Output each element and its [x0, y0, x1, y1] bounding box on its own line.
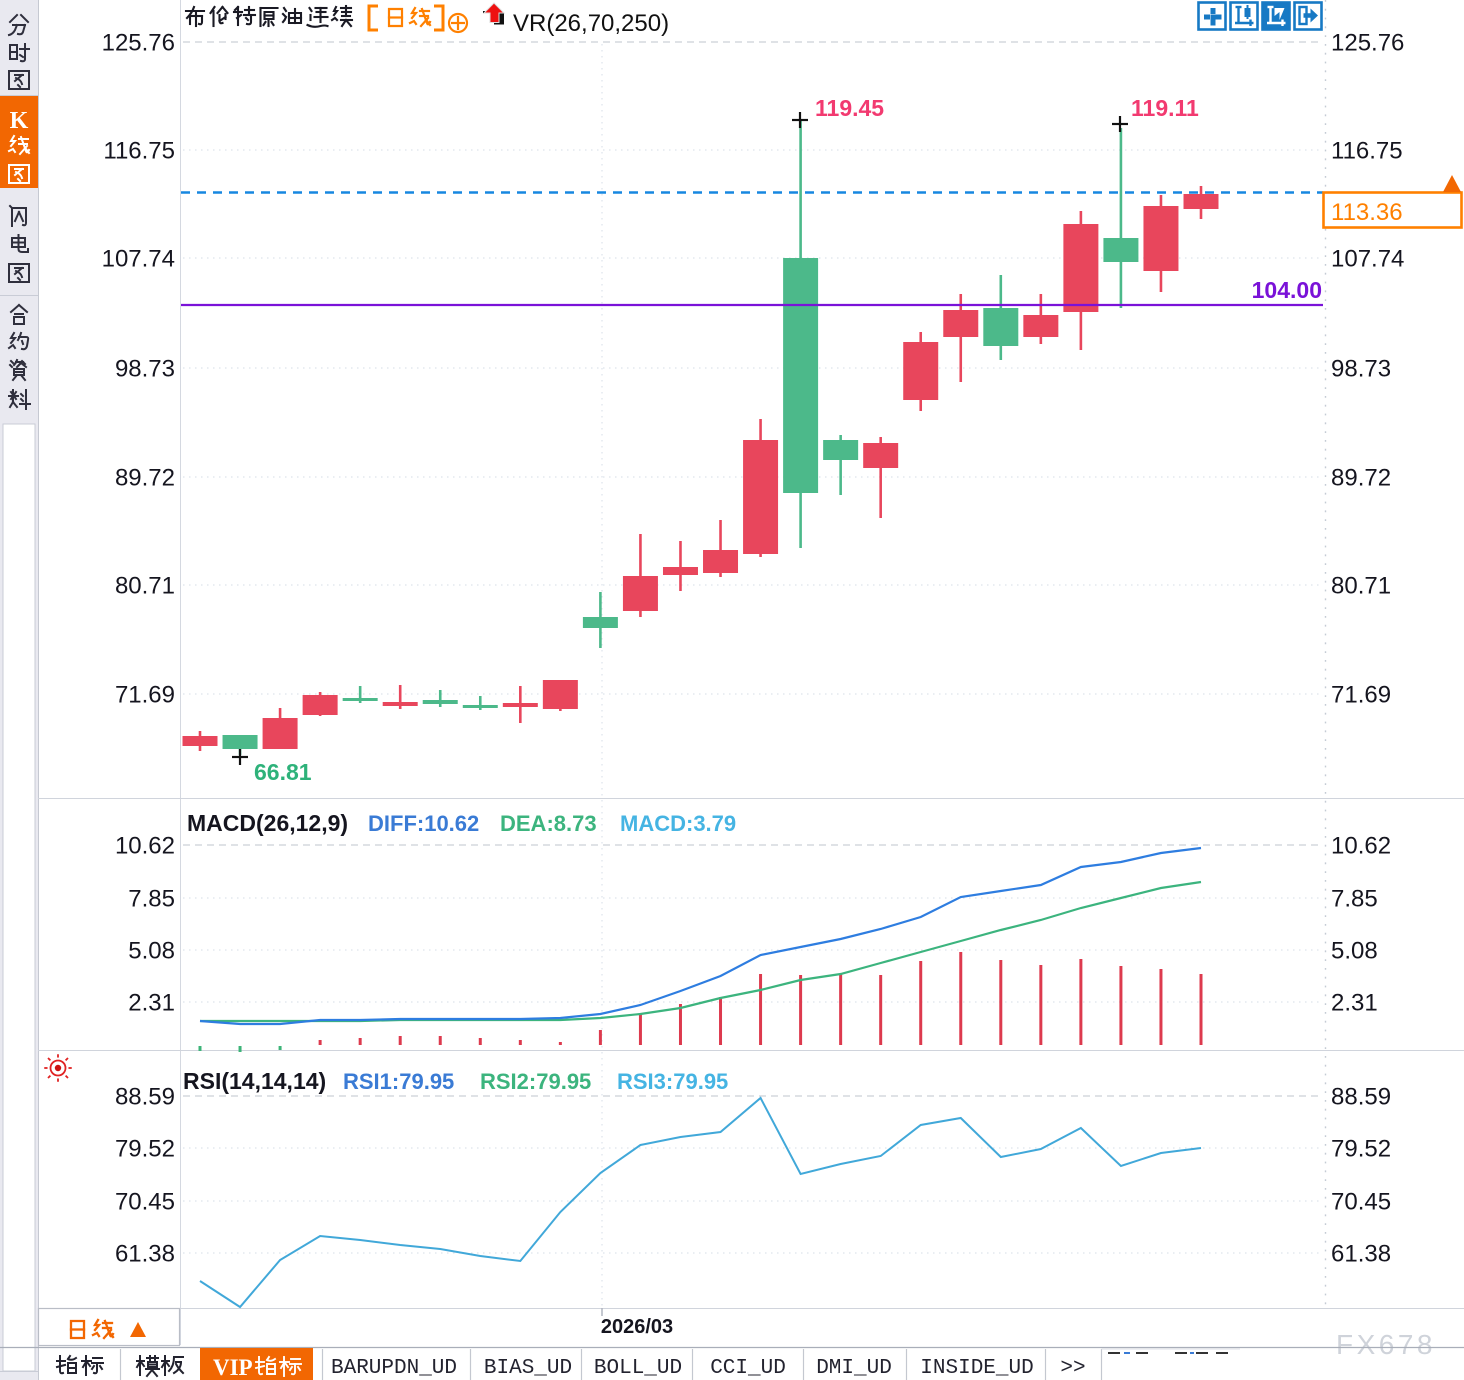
svg-text:61.38: 61.38: [1331, 1241, 1391, 1268]
svg-text:10.62: 10.62: [1331, 833, 1391, 860]
svg-text:VIP: VIP: [213, 1355, 253, 1380]
svg-text:80.71: 80.71: [1331, 573, 1391, 600]
svg-text:VR(26,70,250): VR(26,70,250): [513, 10, 669, 37]
svg-text:>>: >>: [1060, 1357, 1085, 1380]
svg-text:RSI2:79.95: RSI2:79.95: [480, 1069, 591, 1094]
svg-text:7.85: 7.85: [1331, 886, 1378, 913]
svg-text:79.52: 79.52: [115, 1136, 175, 1163]
svg-text:98.73: 98.73: [115, 356, 175, 383]
svg-text:116.75: 116.75: [1331, 138, 1403, 165]
svg-text:FX678: FX678: [1336, 1329, 1436, 1360]
svg-text:2.31: 2.31: [1331, 990, 1378, 1017]
svg-text:INSIDE_UD: INSIDE_UD: [920, 1357, 1033, 1380]
svg-text:107.74: 107.74: [102, 246, 175, 273]
svg-text:125.76: 125.76: [102, 30, 175, 57]
svg-text:80.71: 80.71: [115, 573, 175, 600]
svg-text:89.72: 89.72: [115, 465, 175, 492]
svg-text:71.69: 71.69: [115, 682, 175, 709]
svg-text:RSI(14,14,14): RSI(14,14,14): [183, 1068, 326, 1094]
svg-text:CCI_UD: CCI_UD: [710, 1357, 786, 1380]
svg-text:DIFF:10.62: DIFF:10.62: [368, 811, 479, 836]
svg-text:119.45: 119.45: [815, 95, 884, 121]
svg-text:MACD:3.79: MACD:3.79: [620, 811, 736, 836]
svg-text:BARUPDN_UD: BARUPDN_UD: [331, 1357, 457, 1380]
svg-text:5.08: 5.08: [128, 938, 175, 965]
svg-text:DEA:8.73: DEA:8.73: [500, 811, 597, 836]
svg-text:89.72: 89.72: [1331, 465, 1391, 492]
svg-text:10.62: 10.62: [115, 833, 175, 860]
svg-text:88.59: 88.59: [115, 1084, 175, 1111]
svg-text:5.08: 5.08: [1331, 938, 1378, 965]
svg-text:66.81: 66.81: [254, 759, 312, 785]
svg-text:K: K: [10, 108, 29, 134]
svg-text:RSI1:79.95: RSI1:79.95: [343, 1069, 454, 1094]
svg-text:2.31: 2.31: [128, 990, 175, 1017]
svg-text:BOLL_UD: BOLL_UD: [594, 1357, 682, 1380]
svg-text:113.36: 113.36: [1331, 199, 1403, 226]
svg-text:79.52: 79.52: [1331, 1136, 1391, 1163]
svg-text:BIAS_UD: BIAS_UD: [484, 1357, 572, 1380]
svg-text:2026/03: 2026/03: [601, 1316, 673, 1338]
svg-text:MACD(26,12,9): MACD(26,12,9): [187, 810, 348, 836]
svg-text:61.38: 61.38: [115, 1241, 175, 1268]
svg-text:125.76: 125.76: [1331, 30, 1404, 57]
svg-text:RSI3:79.95: RSI3:79.95: [617, 1069, 728, 1094]
svg-text:70.45: 70.45: [115, 1189, 175, 1216]
svg-text:70.45: 70.45: [1331, 1189, 1391, 1216]
svg-text:98.73: 98.73: [1331, 356, 1391, 383]
svg-text:DMI_UD: DMI_UD: [816, 1357, 892, 1380]
svg-text:107.74: 107.74: [1331, 246, 1404, 273]
svg-text:7.85: 7.85: [128, 886, 175, 913]
svg-text:71.69: 71.69: [1331, 682, 1391, 709]
svg-text:119.11: 119.11: [1131, 95, 1199, 121]
svg-text:104.00: 104.00: [1252, 277, 1322, 303]
svg-text:88.59: 88.59: [1331, 1084, 1391, 1111]
svg-text:116.75: 116.75: [103, 138, 175, 165]
